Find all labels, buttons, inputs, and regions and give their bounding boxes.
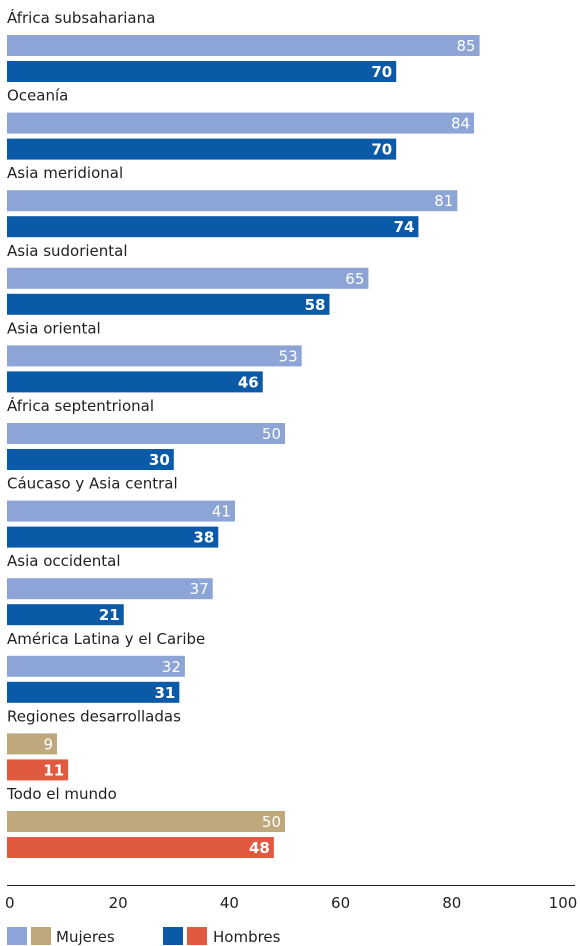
value-label-hombres-africa-septentrional: 30 bbox=[149, 451, 170, 469]
legend: Mujeres Hombres bbox=[7, 927, 281, 946]
value-label-hombres-asia-oriental: 46 bbox=[238, 373, 259, 391]
value-label-mujeres-asia-occidental: 37 bbox=[190, 580, 209, 598]
category-label-africa-subsahariana: África subsahariana bbox=[7, 8, 155, 27]
value-label-hombres-africa-subsahariana: 70 bbox=[371, 63, 392, 81]
category-label-asia-meridional: Asia meridional bbox=[7, 164, 123, 182]
x-tick-label-60: 60 bbox=[331, 894, 350, 912]
legend-label-hombres: Hombres bbox=[213, 928, 281, 946]
bar-mujeres-asia-oriental bbox=[7, 345, 302, 367]
bar-hombres-caucaso-y-asia-central bbox=[7, 526, 219, 548]
bar-mujeres-america-latina-y-el-caribe bbox=[7, 655, 185, 677]
value-label-hombres-regiones-desarrolladas: 11 bbox=[43, 761, 64, 779]
value-label-mujeres-america-latina-y-el-caribe: 32 bbox=[162, 658, 181, 676]
category-label-asia-occidental: Asia occidental bbox=[7, 552, 121, 570]
x-tick-label-80: 80 bbox=[442, 894, 461, 912]
x-tick-label-0: 0 bbox=[5, 894, 15, 912]
bar-mujeres-oceania bbox=[7, 112, 475, 134]
bar-hombres-america-latina-y-el-caribe bbox=[7, 681, 180, 703]
value-label-mujeres-todo-el-mundo: 50 bbox=[262, 813, 281, 831]
category-label-africa-septentrional: África septentrional bbox=[7, 396, 154, 415]
value-label-hombres-asia-sudoriental: 58 bbox=[305, 296, 326, 314]
value-label-mujeres-asia-meridional: 81 bbox=[434, 192, 453, 210]
value-label-hombres-caucaso-y-asia-central: 38 bbox=[193, 529, 214, 547]
bars-layer: África subsahariana 85 70 Oceanía 84 70 Asia m… bbox=[6, 8, 480, 858]
category-label-asia-oriental: Asia oriental bbox=[7, 319, 101, 337]
value-label-mujeres-asia-oriental: 53 bbox=[279, 347, 298, 365]
bar-mujeres-caucaso-y-asia-central bbox=[7, 500, 235, 522]
bar-hombres-asia-sudoriental bbox=[7, 293, 330, 315]
value-label-hombres-asia-meridional: 74 bbox=[394, 218, 415, 236]
bar-mujeres-africa-subsahariana bbox=[7, 35, 480, 56]
bar-mujeres-asia-meridional bbox=[7, 190, 458, 212]
category-label-caucaso-y-asia-central: Cáucaso y Asia central bbox=[7, 475, 178, 493]
category-label-todo-el-mundo: Todo el mundo bbox=[6, 785, 117, 803]
bar-hombres-asia-meridional bbox=[7, 216, 419, 238]
bar-hombres-africa-subsahariana bbox=[7, 61, 397, 82]
value-label-hombres-todo-el-mundo: 48 bbox=[249, 839, 270, 857]
bar-hombres-oceania bbox=[7, 138, 397, 160]
value-label-mujeres-caucaso-y-asia-central: 41 bbox=[212, 503, 231, 521]
bar-hombres-asia-occidental bbox=[7, 604, 124, 626]
x-axis-ticks: 0 20 40 60 80 100 bbox=[5, 894, 577, 912]
category-label-regiones-desarrolladas: Regiones desarrolladas bbox=[7, 707, 181, 725]
value-label-mujeres-oceania: 84 bbox=[451, 115, 470, 133]
category-label-oceania: Oceanía bbox=[7, 87, 68, 105]
value-label-mujeres-africa-subsahariana: 85 bbox=[457, 37, 476, 55]
bar-mujeres-todo-el-mundo bbox=[7, 811, 285, 832]
legend-swatch-mujeres-agregado bbox=[31, 927, 51, 945]
value-label-mujeres-africa-septentrional: 50 bbox=[262, 425, 281, 443]
legend-swatch-hombres-regional bbox=[163, 927, 183, 945]
category-label-asia-sudoriental: Asia sudoriental bbox=[7, 242, 128, 260]
category-label-america-latina-y-el-caribe: América Latina y el Caribe bbox=[7, 630, 205, 648]
value-label-mujeres-regiones-desarrolladas: 9 bbox=[43, 735, 53, 753]
value-label-hombres-oceania: 70 bbox=[371, 141, 392, 159]
legend-label-mujeres: Mujeres bbox=[56, 928, 115, 946]
bar-mujeres-regiones-desarrolladas bbox=[7, 733, 58, 755]
bar-hombres-todo-el-mundo bbox=[7, 837, 274, 858]
bar-hombres-africa-septentrional bbox=[7, 449, 174, 470]
legend-swatch-hombres-agregado bbox=[187, 927, 207, 945]
value-label-hombres-asia-occidental: 21 bbox=[99, 606, 120, 624]
bar-mujeres-africa-septentrional bbox=[7, 423, 285, 444]
value-label-mujeres-asia-sudoriental: 65 bbox=[345, 270, 364, 288]
value-label-hombres-america-latina-y-el-caribe: 31 bbox=[154, 684, 175, 702]
bar-mujeres-asia-occidental bbox=[7, 578, 213, 600]
x-tick-label-100: 100 bbox=[549, 894, 578, 912]
legend-swatch-mujeres-regional bbox=[7, 927, 27, 945]
bar-mujeres-asia-sudoriental bbox=[7, 267, 369, 289]
bar-hombres-asia-oriental bbox=[7, 371, 263, 393]
x-tick-label-40: 40 bbox=[220, 894, 239, 912]
bar-hombres-regiones-desarrolladas bbox=[7, 759, 69, 781]
x-tick-label-20: 20 bbox=[109, 894, 128, 912]
